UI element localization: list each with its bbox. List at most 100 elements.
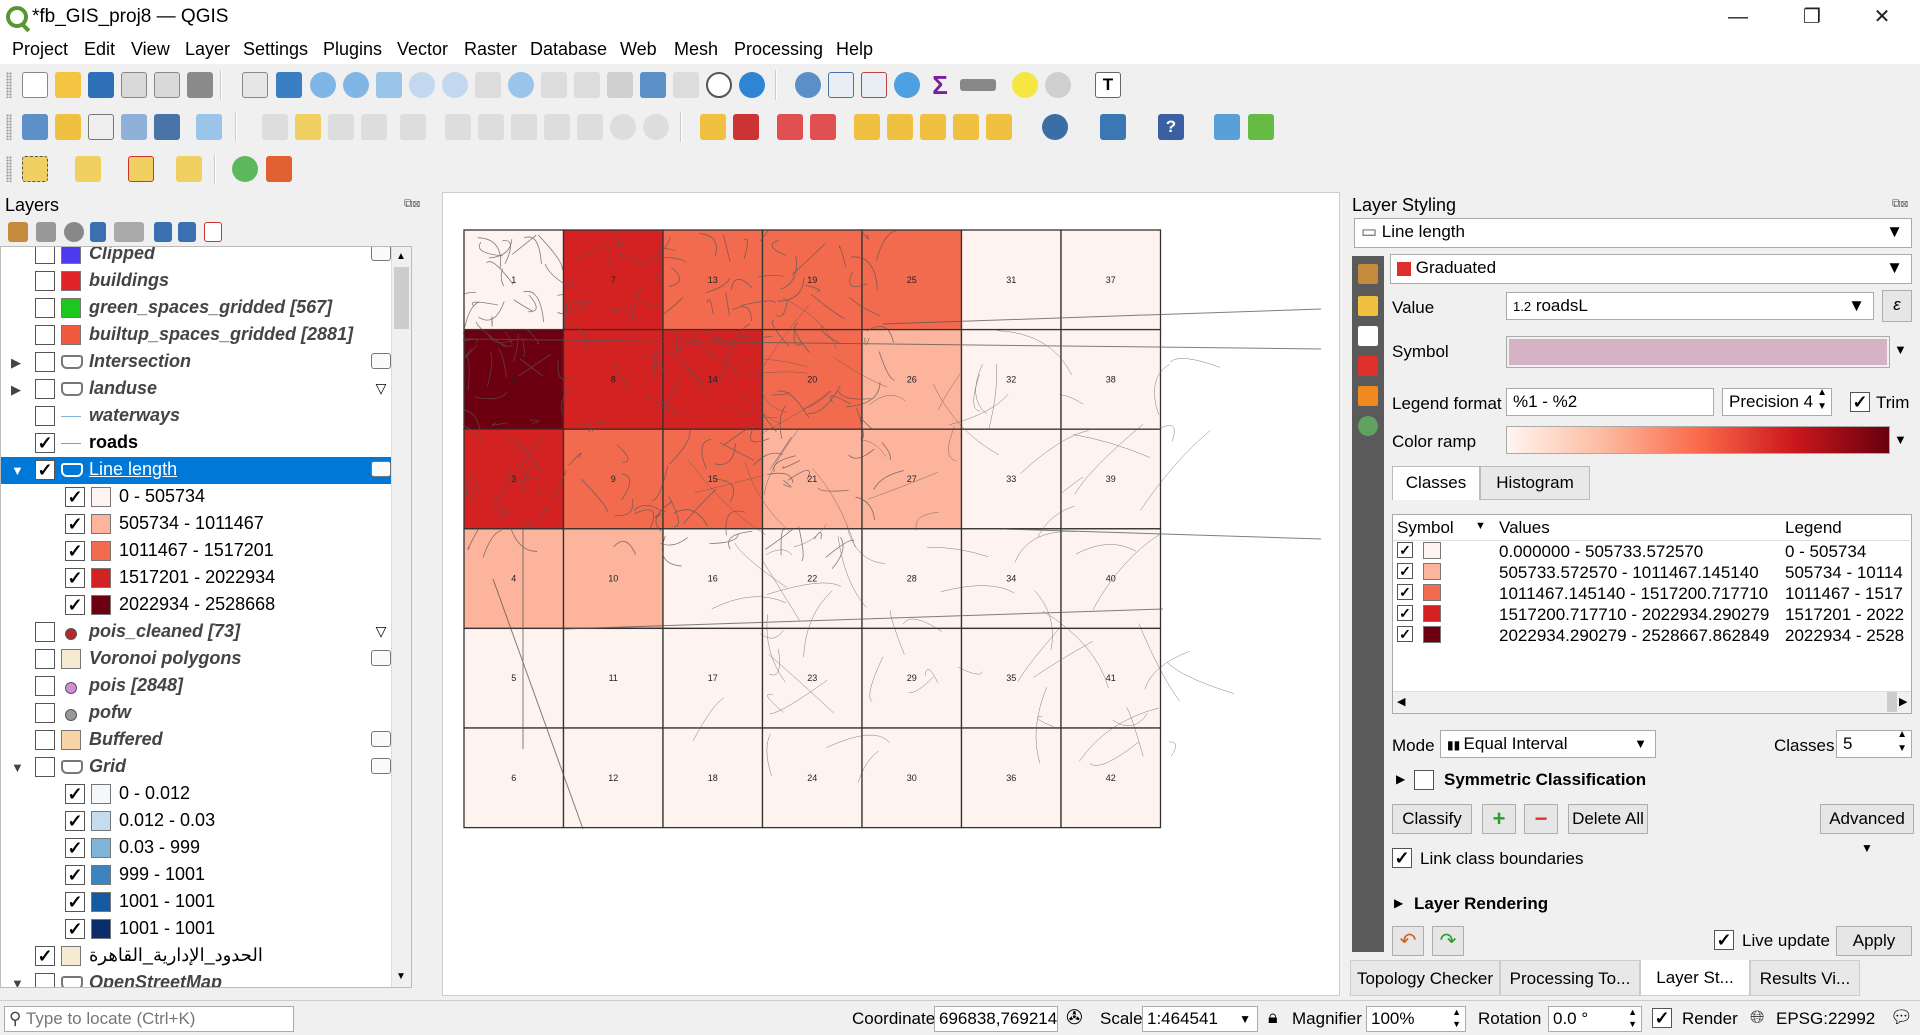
- grid-cell[interactable]: [662, 528, 764, 630]
- layer-tree-row[interactable]: pofw: [1, 700, 411, 727]
- link-boundaries-checkbox[interactable]: ✓: [1392, 848, 1412, 868]
- redo-style-icon[interactable]: ↷: [1432, 926, 1464, 956]
- grid-cell[interactable]: [761, 428, 863, 530]
- move-label-icon[interactable]: [887, 114, 913, 140]
- zoom-native-icon[interactable]: [475, 72, 501, 98]
- class-legend[interactable]: 2022934 - 2528: [1785, 626, 1905, 645]
- zoom-next-icon[interactable]: [541, 72, 567, 98]
- tab-histogram[interactable]: Histogram: [1480, 466, 1590, 500]
- identify-icon[interactable]: [795, 72, 821, 98]
- layer-visibility-checkbox[interactable]: ✓: [65, 865, 85, 885]
- statistics-sigma-icon[interactable]: Σ: [932, 70, 948, 100]
- redo-icon[interactable]: [643, 114, 669, 140]
- menu-processing[interactable]: Processing: [734, 39, 824, 59]
- layer-visibility-checkbox[interactable]: ✓: [65, 892, 85, 912]
- class-legend[interactable]: 1011467 - 1517: [1785, 584, 1903, 603]
- annotation-icon[interactable]: [1045, 72, 1071, 98]
- scroll-left-icon[interactable]: ◀: [1397, 696, 1406, 708]
- new-shapefile-icon[interactable]: [88, 114, 114, 140]
- deselect-features-icon[interactable]: [128, 156, 154, 182]
- new-bookmark-icon[interactable]: [640, 72, 666, 98]
- trim-checkbox[interactable]: ✓: [1850, 392, 1870, 412]
- menu-database[interactable]: Database: [530, 39, 608, 59]
- help-icon[interactable]: ?: [1158, 114, 1184, 140]
- scroll-down-icon[interactable]: ▼: [396, 971, 406, 982]
- layer-visibility-checkbox[interactable]: [35, 973, 55, 987]
- grid-cell[interactable]: [960, 229, 1062, 331]
- class-values[interactable]: 505733.572570 - 1011467.145140: [1499, 563, 1759, 582]
- menu-help[interactable]: Help: [836, 39, 874, 59]
- class-visible-checkbox[interactable]: ✓: [1397, 626, 1413, 642]
- grid-cell[interactable]: [761, 229, 863, 331]
- collapse-arrow-icon[interactable]: ▼: [11, 463, 24, 478]
- menu-plugins[interactable]: Plugins: [323, 39, 383, 59]
- grid-cell[interactable]: [562, 727, 664, 829]
- zoom-to-layer-icon[interactable]: [442, 72, 468, 98]
- layer-visibility-checkbox[interactable]: [35, 298, 55, 318]
- menu-vector[interactable]: Vector: [397, 39, 449, 59]
- layer-tree-row[interactable]: Voronoi polygons: [1, 646, 411, 673]
- layer-visibility-checkbox[interactable]: ✓: [65, 838, 85, 858]
- delete-selected-icon[interactable]: [478, 114, 504, 140]
- expand-arrow-icon[interactable]: ▶: [11, 355, 21, 370]
- menu-view[interactable]: View: [131, 39, 170, 59]
- pin-labels-icon[interactable]: [810, 114, 836, 140]
- layer-tree-row[interactable]: Buffered: [1, 727, 411, 754]
- save-edits-icon[interactable]: [328, 114, 354, 140]
- filter-by-expression-icon[interactable]: [114, 222, 144, 242]
- attribute-table-icon[interactable]: [828, 72, 854, 98]
- grid-cell[interactable]: [861, 528, 963, 630]
- layer-tree-row[interactable]: ✓ 1517201 - 2022934: [1, 565, 411, 592]
- layer-visibility-checkbox[interactable]: ✓: [65, 514, 85, 534]
- filter-legend-icon[interactable]: [90, 222, 106, 242]
- toggle-extents-mouse-icon[interactable]: ✇: [1066, 1007, 1083, 1029]
- add-group-icon[interactable]: [36, 222, 56, 242]
- python-console-icon[interactable]: [1100, 114, 1126, 140]
- pan-to-selection-icon[interactable]: [276, 72, 302, 98]
- new-virtual-layer-icon[interactable]: [196, 114, 222, 140]
- layer-visibility-checkbox[interactable]: ✓: [35, 946, 55, 966]
- highlight-pinned-labels-icon[interactable]: [777, 114, 803, 140]
- new-3d-map-icon[interactable]: [607, 72, 633, 98]
- grid-cell[interactable]: [463, 229, 565, 331]
- layer-visibility-checkbox[interactable]: ✓: [35, 460, 55, 480]
- pan-hand-icon[interactable]: [242, 72, 268, 98]
- tab-results-viewer[interactable]: Results Vi...: [1750, 960, 1860, 996]
- map-grid-svg[interactable]: 1234567891011121314151617181920212223242…: [463, 229, 1321, 977]
- grid-cell[interactable]: [662, 727, 764, 829]
- expand-all-icon[interactable]: [154, 222, 172, 242]
- change-label-icon[interactable]: [953, 114, 979, 140]
- grid-cell[interactable]: [1060, 428, 1162, 530]
- layer-tree-row[interactable]: ✓ 0.012 - 0.03: [1, 808, 411, 835]
- layer-tree-row[interactable]: ✓ 2022934 - 2528668: [1, 592, 411, 619]
- close-button[interactable]: ✕: [1873, 6, 1891, 28]
- tab-processing-toolbox[interactable]: Processing To...: [1500, 960, 1640, 996]
- class-symbol-swatch[interactable]: [1423, 563, 1441, 580]
- toolbar-grip-icon[interactable]: [6, 72, 12, 98]
- open-project-icon[interactable]: [55, 72, 81, 98]
- menu-layer[interactable]: Layer: [185, 39, 231, 59]
- masks-tab-icon[interactable]: [1358, 326, 1378, 346]
- layer-tree-row[interactable]: waterways: [1, 403, 411, 430]
- legend-format-input[interactable]: %1 - %2: [1506, 388, 1714, 416]
- rotation-spinbox[interactable]: 0.0 ° ▲ ▼: [1548, 1006, 1642, 1032]
- layer-visibility-checkbox[interactable]: [35, 676, 55, 696]
- crs-label[interactable]: EPSG:22992: [1776, 1009, 1876, 1028]
- advanced-button[interactable]: Advanced ▼: [1820, 804, 1914, 855]
- embedded-indicator-icon[interactable]: [371, 758, 391, 774]
- layer-tree-scrollbar[interactable]: ▲ ▼: [391, 247, 411, 987]
- menu-raster[interactable]: Raster: [464, 39, 518, 59]
- modify-attributes-icon[interactable]: [445, 114, 471, 140]
- save-project-icon[interactable]: [88, 72, 114, 98]
- expand-layer-rendering-icon[interactable]: ▶: [1394, 896, 1404, 910]
- grid-cell[interactable]: [463, 727, 565, 829]
- col-legend[interactable]: Legend: [1785, 518, 1842, 537]
- select-by-location-icon[interactable]: [176, 156, 202, 182]
- current-edits-icon[interactable]: [262, 114, 288, 140]
- embedded-indicator-icon[interactable]: [371, 247, 391, 261]
- labels-tab-icon[interactable]: [1358, 296, 1378, 316]
- class-row[interactable]: ✓ 505733.572570 - 1011467.145140 505734 - …: [1393, 562, 1913, 588]
- processing-toolbox-icon[interactable]: [894, 72, 920, 98]
- embedded-indicator-icon[interactable]: [371, 461, 391, 477]
- spin-arrows-icon[interactable]: ▲ ▼: [1897, 729, 1907, 754]
